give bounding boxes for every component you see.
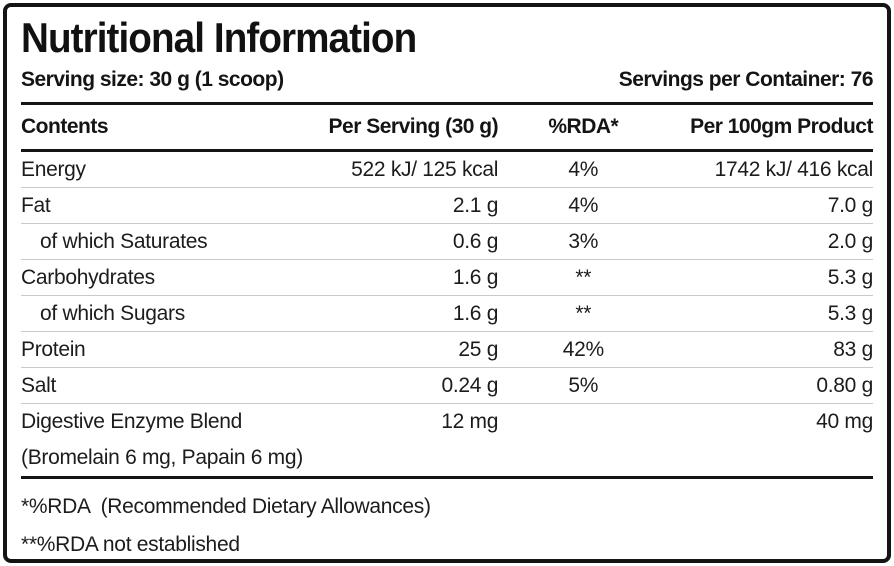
table-row-sugars: of which Sugars 1.6 g ** 5.3 g — [21, 296, 874, 333]
per-serving-value: 522 kJ/ 125 kcal — [351, 157, 499, 181]
per-100g-value: 40 mg — [816, 410, 873, 434]
rda-value: 4% — [568, 193, 599, 217]
per-serving-value: 1.6 g — [452, 265, 499, 289]
table-row-salt: Salt 0.24 g 5% 0.80 g — [21, 368, 873, 405]
per-100g-value: 5.3 g — [827, 265, 874, 289]
rda-value: 3% — [568, 229, 599, 253]
row-label: (Bromelain 6 mg, Papain 6 mg) — [21, 446, 303, 470]
row-label: Carbohydrates — [21, 265, 155, 289]
rda-value: 5% — [568, 373, 599, 397]
per-100g-value: 7.0 g — [827, 193, 874, 217]
divider-bottom — [21, 476, 873, 480]
row-label: of which Saturates — [40, 229, 208, 253]
per-serving-value: 0.6 g — [452, 229, 499, 253]
divider-top — [21, 102, 873, 106]
table-header-row: Contents Per Serving (30 g) %RDA* Per 10… — [21, 105, 873, 149]
serving-size-text: Serving size: 30 g (1 scoop) — [21, 68, 284, 92]
row-label: of which Sugars — [40, 301, 185, 325]
column-header-contents: Contents — [21, 115, 108, 139]
row-label: Digestive Enzyme Blend — [21, 410, 243, 434]
per-serving-value: 1.6 g — [452, 301, 499, 325]
serving-info-row: Serving size: 30 g (1 scoop) Servings pe… — [21, 61, 874, 102]
footnote-rda: *%RDA (Recommended Dietary Allowances) — [21, 495, 431, 519]
table-row-protein: Protein 25 g 42% 83 g — [21, 332, 873, 369]
rda-value: ** — [575, 301, 592, 325]
per-100g-value: 2.0 g — [827, 229, 874, 253]
table-row-fat: Fat 2.1 g 4% 7.0 g — [21, 188, 874, 225]
row-label: Energy — [21, 157, 86, 181]
row-label: Protein — [21, 337, 86, 361]
column-header-rda: %RDA* — [548, 115, 619, 139]
footnote-rda-not-established: **%RDA not established — [21, 533, 240, 557]
per-100g-value: 83 g — [833, 337, 873, 361]
per-serving-value: 2.1 g — [452, 193, 499, 217]
per-100g-value: 5.3 g — [827, 301, 874, 325]
title-block: Nutritional Information — [21, 7, 873, 61]
row-label: Salt — [21, 373, 56, 397]
table-row-energy: Energy 522 kJ/ 125 kcal 4% 1742 kJ/ 416 … — [21, 152, 874, 189]
rda-value: 42% — [562, 337, 604, 361]
table-row-digestive-enzyme-blend: Digestive Enzyme Blend 12 mg 40 mg — [21, 404, 873, 440]
servings-per-container-text: Servings per Container: 76 — [618, 68, 874, 92]
table-body: Energy 522 kJ/ 125 kcal 4% 1742 kJ/ 416 … — [21, 152, 873, 476]
column-header-per-100g: Per 100gm Product — [690, 115, 873, 139]
rda-value: 4% — [568, 157, 599, 181]
per-100g-value: 0.80 g — [816, 373, 873, 397]
table-row-enzyme-detail: (Bromelain 6 mg, Papain 6 mg) — [21, 440, 873, 476]
per-serving-value: 0.24 g — [441, 373, 499, 397]
page-title: Nutritional Information — [21, 14, 417, 61]
row-label: Fat — [21, 193, 51, 217]
divider-header — [21, 149, 873, 153]
label-frame: Nutritional Information Serving size: 30… — [3, 3, 891, 563]
footnotes: *%RDA (Recommended Dietary Allowances) *… — [21, 479, 873, 559]
rda-value: ** — [575, 265, 592, 289]
per-serving-value: 12 mg — [441, 410, 499, 434]
column-header-per-serving: Per Serving (30 g) — [328, 115, 499, 139]
table-row-saturates: of which Saturates 0.6 g 3% 2.0 g — [21, 224, 874, 261]
per-serving-value: 25 g — [458, 337, 499, 361]
per-100g-value: 1742 kJ/ 416 kcal — [714, 157, 874, 181]
table-row-carbohydrates: Carbohydrates 1.6 g ** 5.3 g — [21, 260, 874, 297]
